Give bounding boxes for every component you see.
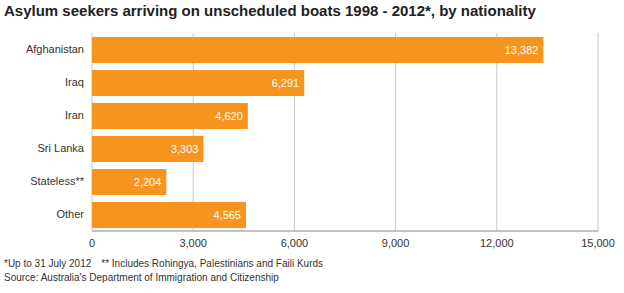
svg-text:6,000: 6,000 [281, 237, 309, 249]
svg-text:4,565: 4,565 [213, 209, 241, 221]
svg-text:Iran: Iran [65, 109, 84, 121]
svg-text:6,291: 6,291 [272, 77, 300, 89]
svg-text:4,620: 4,620 [215, 110, 243, 122]
html-text:** Includes Rohingya, Palestin: ** Includes Rohingya, Palestinians and F… [101, 258, 324, 269]
html-text:Source: Australia's Department: Source: Australia's Department of Immigr… [4, 272, 279, 283]
svg-text:3,000: 3,000 [179, 237, 207, 249]
html-text:Asylum seekers arriving on uns: Asylum seekers arriving on unscheduled b… [4, 2, 536, 19]
svg-text:Afghanistan: Afghanistan [26, 43, 84, 55]
svg-text:9,000: 9,000 [382, 237, 410, 249]
svg-text:12,000: 12,000 [480, 237, 514, 249]
svg-text:2,204: 2,204 [134, 176, 162, 188]
svg-text:Iraq: Iraq [65, 76, 84, 88]
svg-text:13,382: 13,382 [505, 44, 539, 56]
svg-text:Stateless**: Stateless** [30, 175, 85, 187]
svg-text:Sri Lanka: Sri Lanka [38, 142, 85, 154]
svg-text:3,303: 3,303 [171, 143, 199, 155]
svg-text:Other: Other [56, 208, 84, 220]
html-text:*Up to 31 July 2012: *Up to 31 July 2012 [4, 258, 92, 269]
svg-text:15,000: 15,000 [581, 237, 615, 249]
svg-text:0: 0 [89, 237, 95, 249]
